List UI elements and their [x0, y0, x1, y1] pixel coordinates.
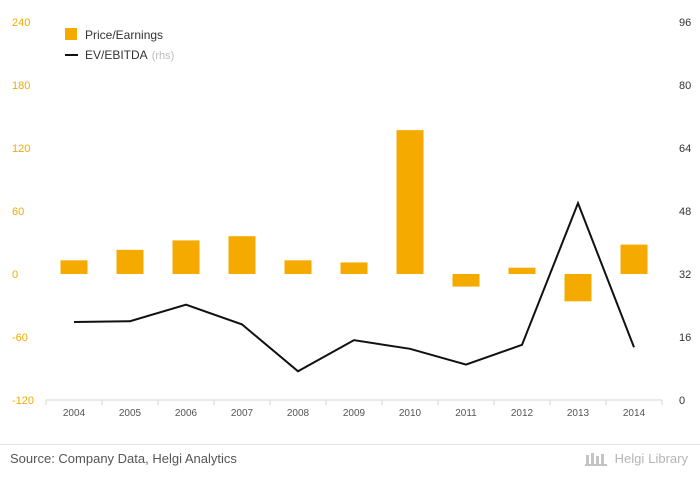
pe-bar-2014[interactable]	[621, 245, 648, 274]
pe-bar-2006[interactable]	[173, 240, 200, 274]
legend-line-label: EV/EBITDA (rhs)	[85, 48, 174, 62]
right-axis-ticks: 96 80 64 48 32 16 0	[679, 17, 691, 407]
x-axis-label-2005: 2005	[119, 408, 142, 419]
x-axis-label-2014: 2014	[623, 408, 646, 419]
bars-group	[61, 130, 648, 301]
left-axis-tick-label: 120	[12, 143, 30, 155]
legend-line-name: EV/EBITDA	[85, 48, 148, 62]
left-axis-tick-label: -60	[12, 332, 28, 344]
source-text: Source: Company Data, Helgi Analytics	[10, 451, 237, 466]
pe-bar-2011[interactable]	[453, 274, 480, 287]
evebitda-line[interactable]	[74, 203, 634, 371]
pe-bar-2009[interactable]	[341, 262, 368, 274]
footer: Source: Company Data, Helgi Analytics He…	[0, 444, 700, 484]
pe-bar-2004[interactable]	[61, 260, 88, 274]
right-axis-tick-label: 32	[679, 269, 691, 281]
legend-line-suffix: (rhs)	[152, 50, 175, 62]
x-axis-label-2008: 2008	[287, 408, 310, 419]
left-axis-tick-label: 240	[12, 17, 30, 29]
right-axis-tick-label: 80	[679, 80, 691, 92]
library-icon	[585, 452, 611, 466]
left-axis-tick-label: 180	[12, 80, 30, 92]
right-axis-tick-label: 48	[679, 206, 691, 218]
left-axis-tick-label: 0	[12, 269, 18, 281]
pe-bar-2008[interactable]	[285, 260, 312, 274]
x-axis-label-2011: 2011	[455, 408, 477, 419]
right-axis-tick-label: 0	[679, 395, 685, 407]
x-axis-label-2012: 2012	[511, 408, 534, 419]
pe-bar-2013[interactable]	[565, 274, 592, 301]
pe-bar-2007[interactable]	[229, 236, 256, 274]
right-axis-tick-label: 16	[679, 332, 691, 344]
right-axis-tick-label: 64	[679, 143, 691, 155]
brand-name-helgi: Helgi	[615, 451, 645, 466]
legend-bar-swatch	[65, 28, 77, 40]
legend-bar-label: Price/Earnings	[85, 28, 163, 42]
pe-bar-2012[interactable]	[509, 268, 536, 274]
left-axis-ticks: 240 180 120 60 0 -60 -120	[12, 17, 34, 407]
brand-name-library: Library	[648, 451, 688, 466]
left-axis-tick-label: 60	[12, 206, 24, 218]
x-axis-label-2006: 2006	[175, 408, 198, 419]
x-axis-label-2004: 2004	[63, 408, 86, 419]
legend: Price/Earnings EV/EBITDA (rhs)	[65, 28, 174, 62]
left-axis-tick-label: -120	[12, 395, 34, 407]
pe-bar-2005[interactable]	[117, 250, 144, 274]
x-axis-label-2009: 2009	[343, 408, 366, 419]
chart-grid	[46, 400, 662, 405]
right-axis-tick-label: 96	[679, 17, 691, 29]
x-axis-label-2013: 2013	[567, 408, 590, 419]
pe-bar-2010[interactable]	[397, 130, 424, 274]
x-axis-labels: 2004 2005 2006 2007 2008 2009 2010 2011 2012 2013…	[63, 408, 646, 419]
x-axis-label-2007: 2007	[231, 408, 254, 419]
x-axis-label-2010: 2010	[399, 408, 422, 419]
line-group	[74, 203, 634, 371]
